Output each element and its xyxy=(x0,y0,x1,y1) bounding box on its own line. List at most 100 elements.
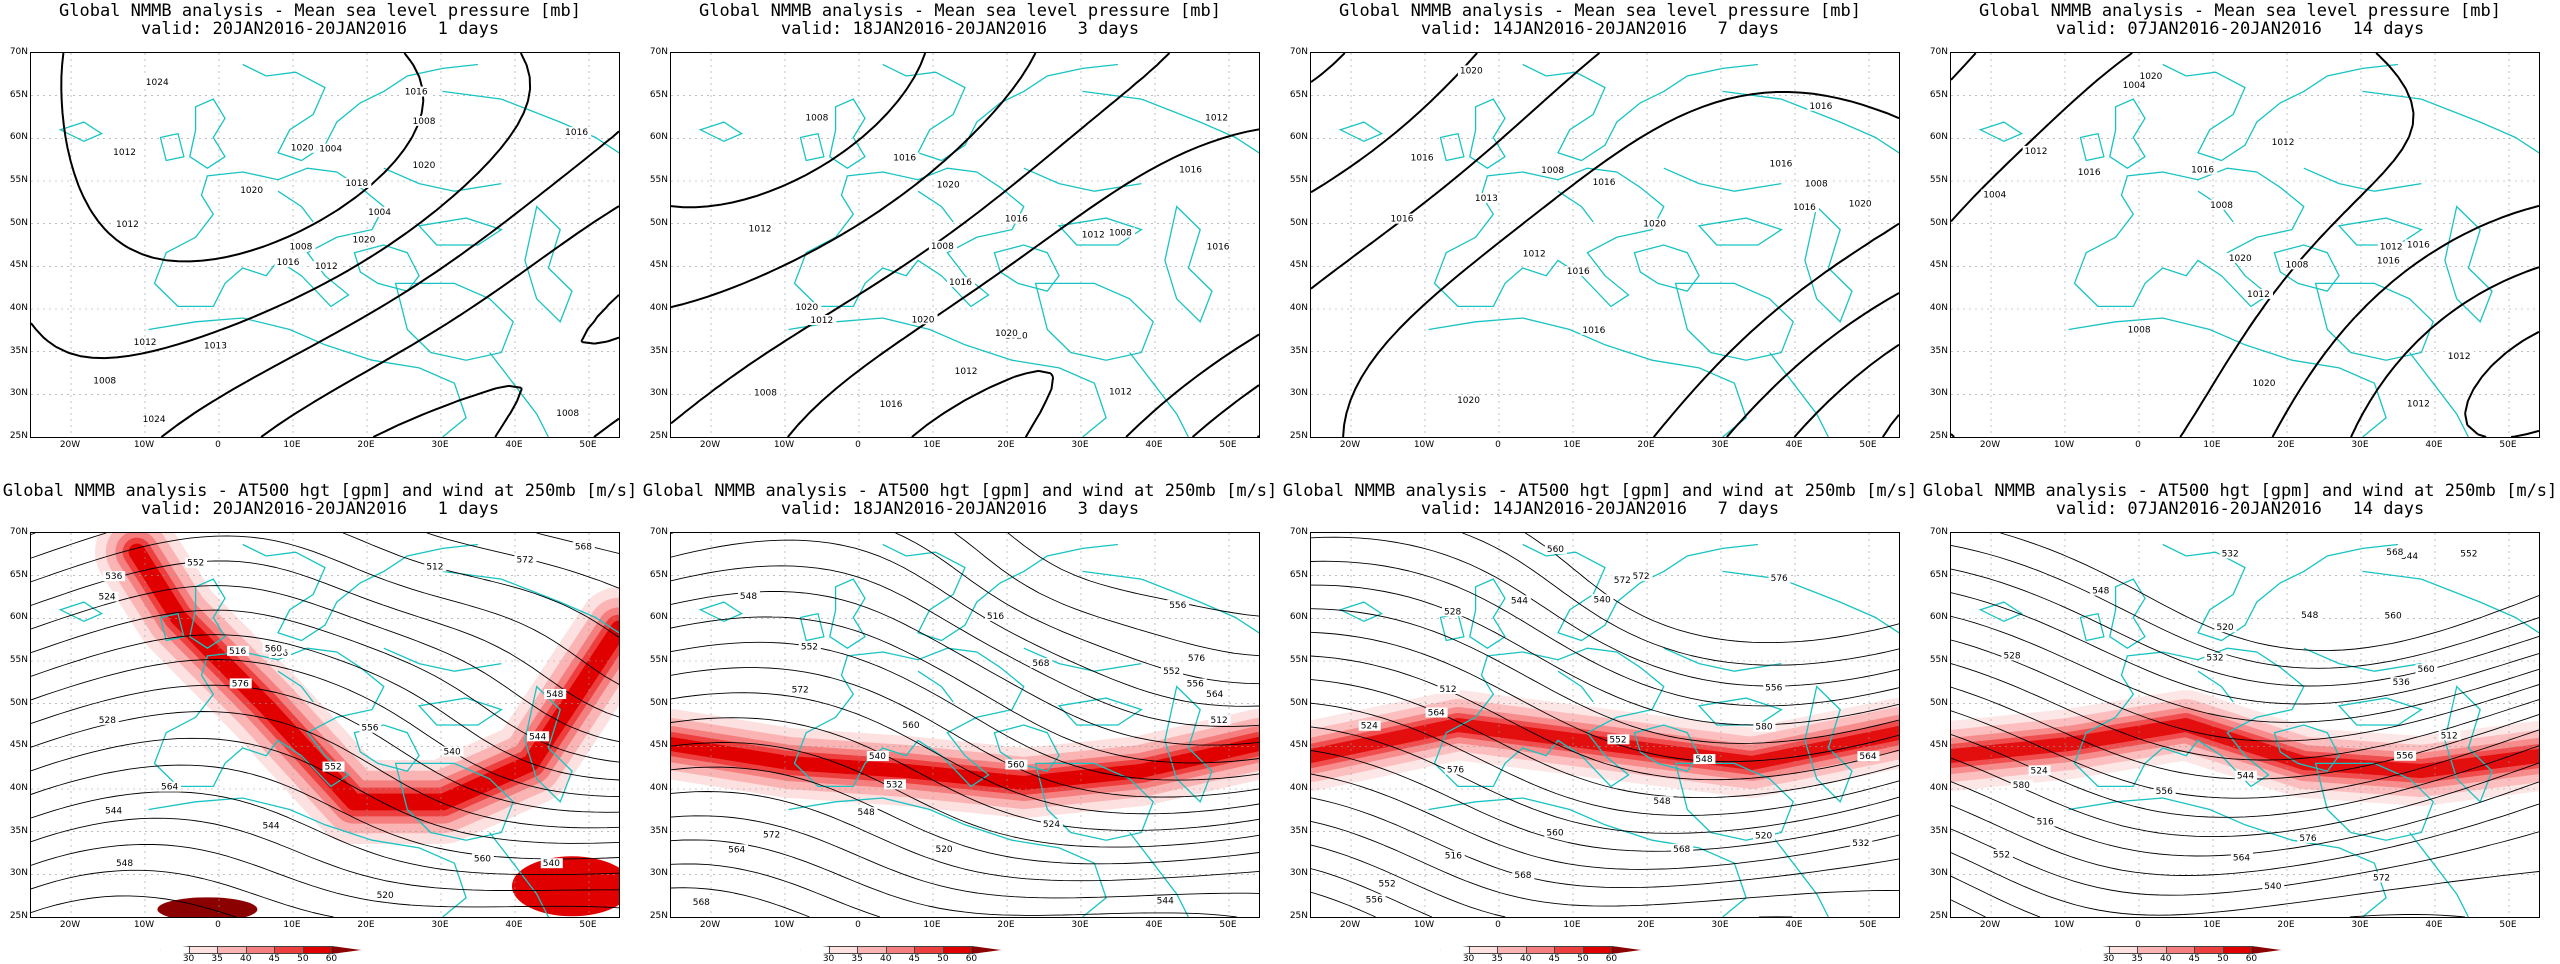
lat-tick-label: 50N xyxy=(9,697,28,708)
panel-title: Global NMMB analysis - Mean sea level pr… xyxy=(59,1,581,39)
contour-label: 1004 xyxy=(368,208,391,218)
contour-label: 532 xyxy=(886,780,903,790)
contour-label: 1012 xyxy=(113,148,136,158)
lat-tick-label: 70N xyxy=(649,527,668,537)
colorbar-tick-label: 60 xyxy=(2245,954,2258,964)
contour-label: 548 xyxy=(1653,797,1670,807)
lon-tick-label: 50E xyxy=(579,440,597,450)
contour-label: 556 xyxy=(2396,752,2413,762)
contour-lines xyxy=(1951,533,2539,917)
contour-label: 1012 xyxy=(134,338,157,348)
lon-tick-label: 10W xyxy=(773,920,795,930)
colorbar-swatch xyxy=(331,946,361,954)
lon-tick-label: 20W xyxy=(59,440,81,450)
contour-label: 1024 xyxy=(146,78,169,88)
contour-label: 548 xyxy=(1695,755,1712,765)
contour-label: 1024 xyxy=(143,415,166,425)
contour-label: 576 xyxy=(1771,574,1788,584)
contour-label: 560 xyxy=(902,721,919,731)
lon-tick-label: 30E xyxy=(1711,440,1729,450)
contour-label: 568 xyxy=(693,898,710,908)
colorbar-swatch xyxy=(1582,946,1613,954)
map-plot: 532 512 516 520 524 528 532 536 540 544 548 552 556 5… xyxy=(1950,532,2540,918)
contour-label: 1016 xyxy=(1005,215,1028,225)
lat-tick-label: 65N xyxy=(9,89,28,100)
contour-label: 1004 xyxy=(319,145,342,155)
colorbar-swatch xyxy=(1497,946,1527,954)
contour-label: 520 xyxy=(1755,831,1772,841)
lat-tick-label: 30N xyxy=(649,868,668,879)
lat-lon-grid xyxy=(1951,533,2539,917)
contour-label: 1012 xyxy=(1109,388,1132,398)
contour-label: 1016 xyxy=(1567,267,1590,277)
lon-tick-label: 10W xyxy=(773,440,795,450)
lon-tick-label: 20E xyxy=(357,920,375,930)
wind-colorbar: 30 35 40 45 50 60 xyxy=(160,946,480,964)
contour-label: 1012 xyxy=(749,224,772,234)
contour-label: 1020 xyxy=(1849,199,1872,209)
lon-tick-label: 0 xyxy=(215,440,221,450)
lat-tick-label: 45N xyxy=(1289,260,1308,271)
lon-tick-label: 10E xyxy=(2203,440,2221,450)
contour-label: 1012 xyxy=(2407,400,2430,410)
contour-label: 512 xyxy=(2441,731,2458,741)
contour-label: 1020 xyxy=(795,303,818,313)
colorbar-tick-label: 35 xyxy=(1491,954,1503,964)
map-plot: 1020 1016 1016 1008 1008 1016 1020 1016 1016 1012… xyxy=(1310,52,1900,438)
map-background xyxy=(1951,53,2539,437)
colorbar-tick-label: 30 xyxy=(822,954,835,964)
contour-label: 1008 xyxy=(413,117,436,127)
lon-tick-label: 20E xyxy=(2277,920,2295,930)
contour-label: 1016 xyxy=(1411,154,1434,164)
contour-label: 552 xyxy=(187,559,204,569)
lon-tick-label: 40E xyxy=(1145,920,1163,930)
wind-colorbar: 30 35 40 45 50 60 xyxy=(1440,946,1760,964)
contour-label: 1016 xyxy=(1391,215,1414,225)
contour-label: 540 xyxy=(444,747,461,757)
lat-tick-label: 55N xyxy=(1289,655,1308,665)
lon-tick-label: 10E xyxy=(283,440,301,450)
contour-label: 556 xyxy=(1187,680,1204,690)
colorbar-tick-label: 45 xyxy=(908,954,921,964)
lon-tick-label: 0 xyxy=(215,920,221,930)
contour-label: 512 xyxy=(426,562,443,572)
contour-label: 1016 xyxy=(893,154,916,164)
contour-label: 532 xyxy=(2206,654,2223,664)
contour-label: 544 xyxy=(529,732,546,742)
contour-label: 1012 xyxy=(2247,290,2270,300)
contour-label: 528 xyxy=(1444,607,1461,617)
contour-label: 1008 xyxy=(93,376,116,386)
contour-labels: 1016 1012 1008 1004 1008 1012 1004 1008 1012 1016… xyxy=(1981,71,2474,410)
contour-label: 544 xyxy=(262,821,279,831)
wind-shading xyxy=(1311,690,1899,798)
lat-tick-label: 35N xyxy=(649,345,668,356)
contour-label: 532 xyxy=(2222,549,2239,559)
contour-label: 1016 xyxy=(565,128,588,138)
lon-tick-label: 50E xyxy=(1859,440,1877,450)
colorbar-swatch xyxy=(942,946,973,954)
lon-tick-label: 0 xyxy=(855,440,861,450)
contour-label: 1012 xyxy=(1205,114,1228,124)
contour-label: 552 xyxy=(325,763,342,773)
lat-tick-label: 60N xyxy=(1929,132,1948,143)
contour-label: 1008 xyxy=(1109,228,1132,238)
colorbar-swatch xyxy=(1525,946,1556,954)
contour-label: 540 xyxy=(2264,882,2281,892)
contour-label: 1008 xyxy=(556,409,579,419)
colorbar-swatch xyxy=(1468,946,1499,954)
lon-tick-label: 40E xyxy=(505,920,523,930)
lon-tick-label: 20E xyxy=(357,440,375,450)
contour-label: 1016 xyxy=(1809,102,1832,112)
contour-label: 1016 xyxy=(1593,178,1616,188)
lon-tick-label: 0 xyxy=(1495,440,1501,450)
contour-label: 1008 xyxy=(2210,201,2233,211)
contour-labels: 5405445485525565605445125165205245285365… xyxy=(96,541,595,901)
lat-tick-label: 45N xyxy=(1929,260,1948,271)
lat-tick-label: 65N xyxy=(649,89,668,100)
lat-tick-label: 25N xyxy=(1929,431,1948,441)
colorbar-tick-label: 45 xyxy=(2188,954,2201,964)
wind-shading xyxy=(671,709,1259,818)
panel-title: Global NMMB analysis - Mean sea level pr… xyxy=(1979,1,2501,39)
contour-label: 556 xyxy=(2156,787,2173,797)
